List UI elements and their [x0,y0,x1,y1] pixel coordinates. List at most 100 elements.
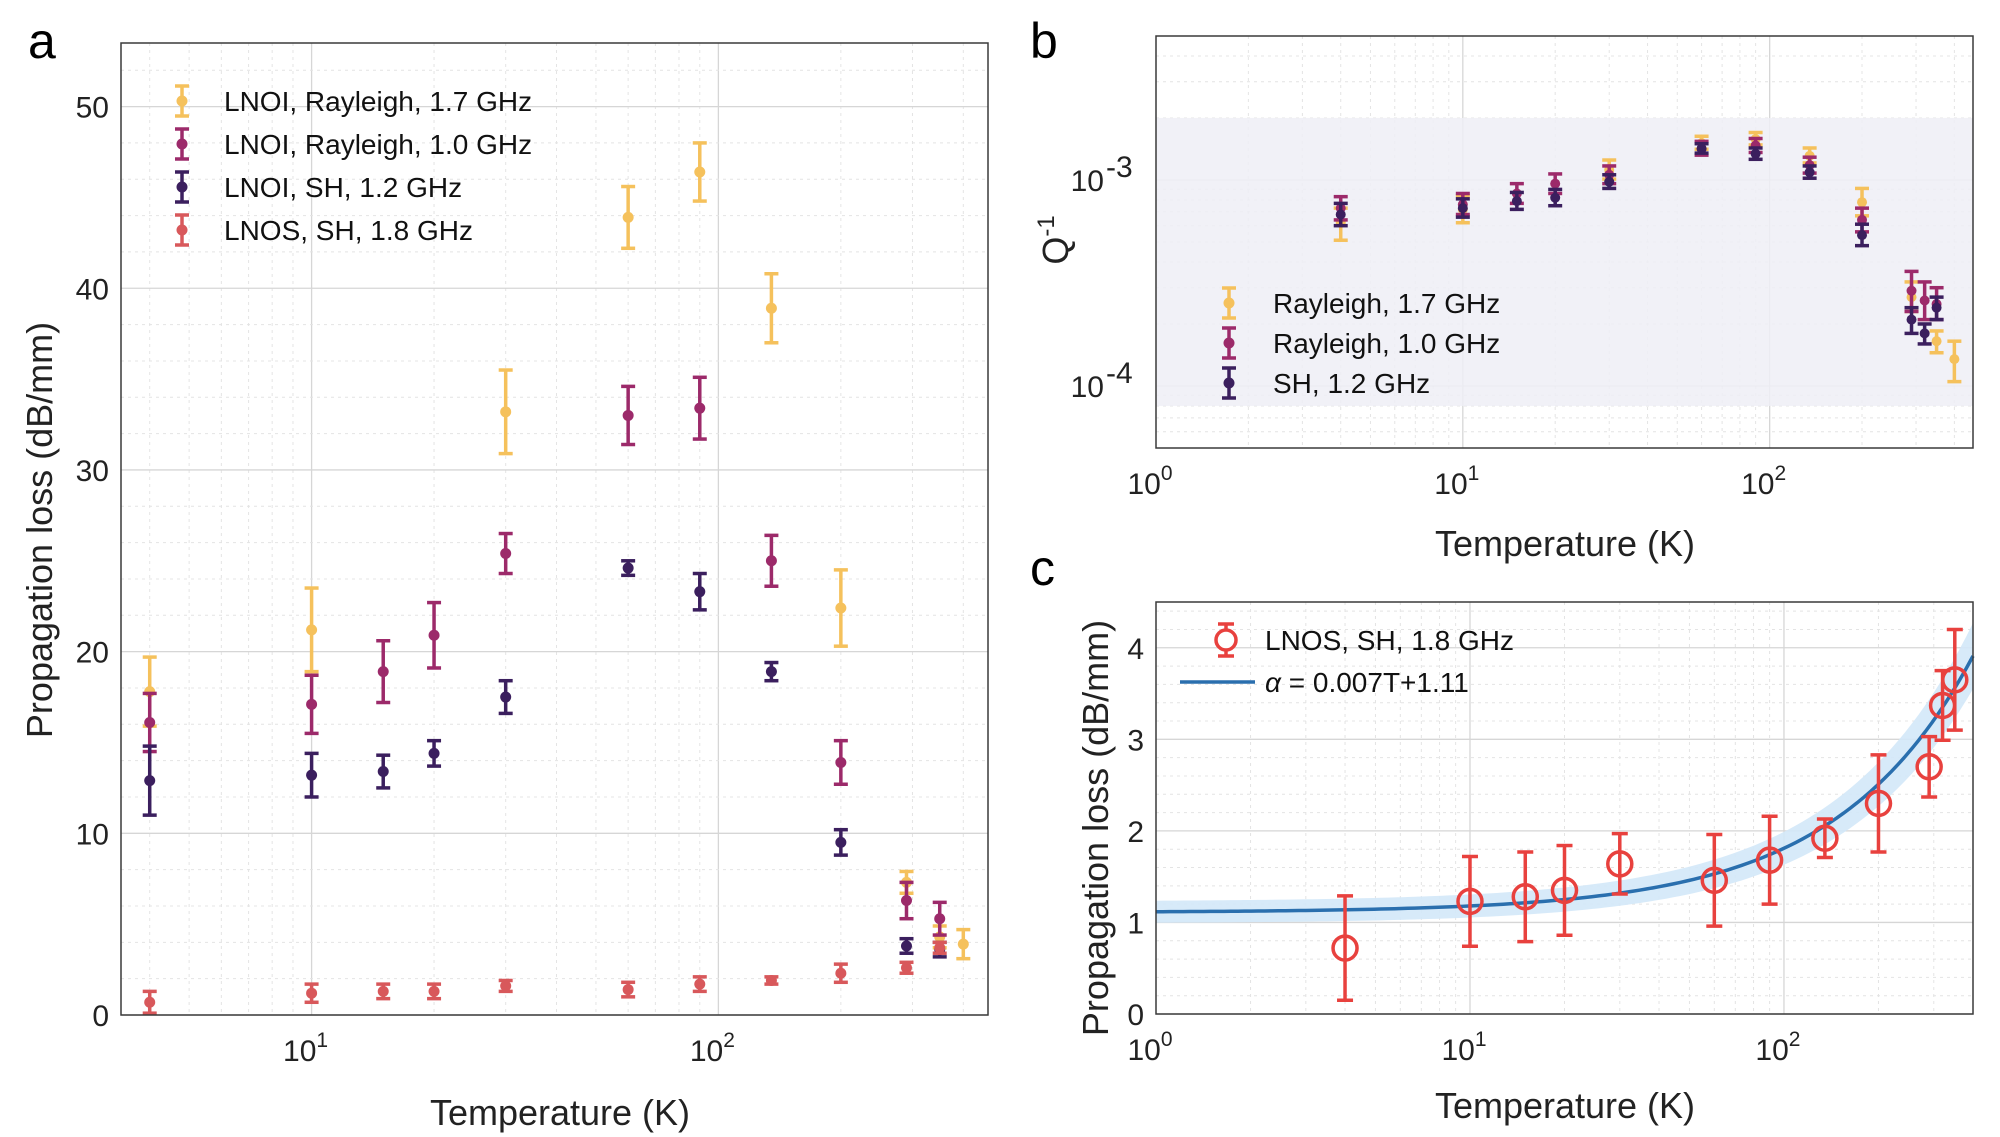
panel-a-s1-point [500,406,512,418]
panel-letter-b: b [1030,13,1058,69]
panel-c-s1-point [1700,866,1729,895]
panel-c-legend-label-1: LNOS, SH, 1.8 GHz [1265,625,1514,656]
panel-a-s1-point [306,624,318,636]
panel-a-s4-point [835,967,847,979]
panel-a-s4-point [694,978,706,990]
panel-a-s4-point [622,984,634,996]
panel-a-s1-point [835,602,847,614]
panel-c-s1-point [1941,666,1969,694]
panel-c-series [1331,627,1969,1003]
panel-b-legend-label-3: SH, 1.2 GHz [1273,368,1430,399]
panel-b-s2-point [1906,285,1917,296]
panel-c-s1-errorbar [1611,831,1628,896]
panel-c-y-axis-label: Propagation loss (dB/mm) [1075,620,1116,1036]
panel-b-y-tick-label: 10 [1071,371,1104,404]
panel-c-s1-errorbar [1946,627,1963,732]
panel-b-x-axis-label: Temperature (K) [1435,523,1695,564]
panel-a-legend-marker-4-marker [176,224,188,236]
panel-a-s3-point [900,940,912,952]
panel-b-legend-marker-2 [1222,326,1236,360]
panel-a-s3-point [500,691,512,703]
panel-b-s3-point [1696,143,1707,154]
panel-b-s2-point [1919,295,1930,306]
panel-b-x-tick-label: 102 [1741,462,1786,501]
panel-b-s3-point [1750,148,1761,159]
panel-c-s1-point [1331,934,1359,962]
panel-a-s2-point [377,666,389,678]
panel-a-y-tick-label: 30 [76,455,109,488]
panel-a-series-2 [142,375,947,937]
panel-b-y-tick-exponent: -4 [1106,357,1133,390]
panel-a-s3-point [144,775,156,787]
panel-c-legend: LNOS, SH, 1.8 GHz α = 0.007T+1.11 [1180,622,1514,698]
panel-a-s2-point [900,895,912,907]
panel-c-s1-point [1755,846,1784,874]
panel-b-x-tick-label: 100 [1127,462,1172,501]
panel-c-legend-marker-1 [1214,622,1238,658]
panel-b-s3-point [1804,167,1815,178]
panel-c-s1-point [1606,850,1634,878]
panel-c-y-tick-label: 3 [1127,724,1144,757]
panel-c-y-tick-label: 0 [1127,999,1144,1032]
panel-a-s2-point [428,629,440,641]
panel-a-s1-point [957,938,969,950]
panel-c-s1-errorbar [1706,832,1723,928]
panel-c-y-tick-label: 2 [1127,816,1144,849]
panel-a-y-tick-label: 20 [76,637,109,670]
panel-a-legend-label-1: LNOI, Rayleigh, 1.7 GHz [224,86,532,117]
panel-a-s1-point [622,211,634,223]
panel-b-s2-point [1857,214,1868,225]
panel-a-y-tick-label: 50 [76,92,109,125]
panel-c-legend-marker-1-circle [1214,628,1238,652]
panel-a-s3-point [765,666,777,678]
panel-b-legend: Rayleigh, 1.7 GHz Rayleigh, 1.0 GHz SH, 1.… [1222,286,1500,400]
panel-a-s4-point [144,996,156,1008]
panel-c-x-tick-label: 100 [1127,1028,1172,1067]
panel-a-s3-point [428,747,440,759]
panel-b-s1-point [1949,354,1960,365]
panel-a-legend-label-3: LNOI, SH, 1.2 GHz [224,172,462,203]
panel-b-y-tick-label: 10 [1071,165,1104,198]
panel-c-x-tick-label: 102 [1755,1028,1800,1067]
panel-a-y-axis-label: Propagation loss (dB/mm) [19,322,60,738]
panel-b-series-3 [1333,141,1944,346]
panel-a-legend-marker-2-marker [176,138,188,150]
panel-b-legend-marker-3-marker [1223,377,1235,389]
panel-c-y-tick-label: 4 [1127,633,1144,666]
panel-c-s1-errorbar [1337,894,1354,1003]
panel-b-legend-marker-1 [1222,286,1236,320]
panel-a-s2-point [306,698,318,710]
panel-b-s3-point [1511,196,1522,207]
panel-a-s4-point [765,974,777,986]
panel-letter-c: c [1030,540,1055,596]
panel-a-s1-point [765,302,777,314]
panel-c-s1-point [1864,789,1893,818]
panel-c-s1-errorbar [1517,850,1534,944]
panel-b-s2-point [1550,178,1561,189]
panel-b-s3-point [1906,314,1917,325]
panel-a-s3-point [306,769,318,781]
panel-b-s1-point [1857,197,1868,208]
panel-a-s3-point [694,586,706,598]
panel-a-s3-point [622,562,634,574]
panel-a-legend-label-4: LNOS, SH, 1.8 GHz [224,215,473,246]
panel-b-s1-point [1931,336,1942,347]
panel-c-s1-errorbar [1761,814,1778,906]
panel-a-x-tick-label: 101 [283,1029,328,1068]
panel-c-s1-point [1811,824,1839,852]
panel-b-s3-point [1550,192,1561,203]
panel-a-legend-marker-3 [175,170,189,204]
panel-a-s4-point [934,942,946,954]
panel-c-s1-point [1915,753,1943,781]
panel-a-y-tick-label: 0 [92,1000,109,1033]
panel-b-x-tick-label: 101 [1434,462,1479,501]
panel-b-y-tick-exponent: -3 [1106,151,1133,184]
panel-c-s1-point [1456,887,1484,916]
panel-b-axes-border [1155,35,1974,449]
panel-b-legend-marker-1-marker [1223,297,1235,309]
panel-a-grid [121,43,988,1016]
panel-a-legend-marker-3-marker [176,181,188,193]
